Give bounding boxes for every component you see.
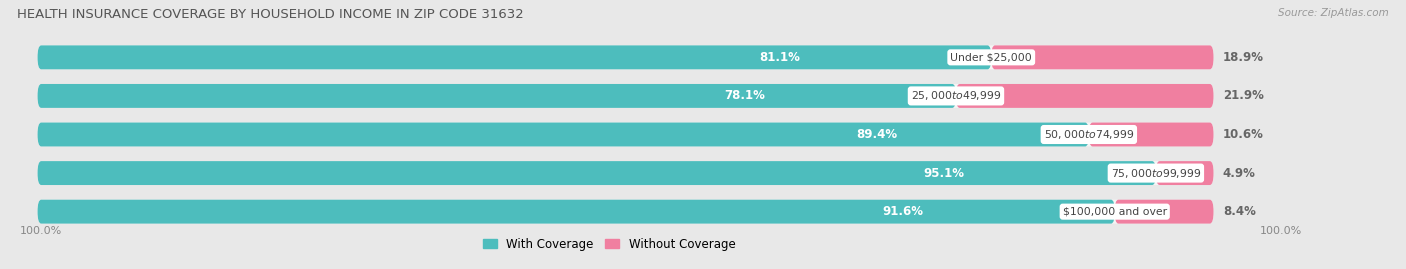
Text: 4.9%: 4.9% [1223, 167, 1256, 180]
Text: 100.0%: 100.0% [1260, 226, 1302, 236]
Text: $75,000 to $99,999: $75,000 to $99,999 [1111, 167, 1201, 180]
Text: 21.9%: 21.9% [1223, 89, 1264, 102]
Text: 8.4%: 8.4% [1223, 205, 1256, 218]
FancyBboxPatch shape [1156, 161, 1213, 185]
Text: 78.1%: 78.1% [724, 89, 765, 102]
Text: 89.4%: 89.4% [856, 128, 898, 141]
Text: 95.1%: 95.1% [924, 167, 965, 180]
Text: $100,000 and over: $100,000 and over [1063, 207, 1167, 217]
FancyBboxPatch shape [38, 200, 1115, 224]
FancyBboxPatch shape [38, 161, 1156, 185]
FancyBboxPatch shape [38, 161, 1213, 185]
Text: 81.1%: 81.1% [759, 51, 800, 64]
Text: 100.0%: 100.0% [20, 226, 62, 236]
Text: $25,000 to $49,999: $25,000 to $49,999 [911, 89, 1001, 102]
FancyBboxPatch shape [38, 45, 1213, 69]
FancyBboxPatch shape [38, 84, 956, 108]
FancyBboxPatch shape [38, 123, 1088, 146]
Text: $50,000 to $74,999: $50,000 to $74,999 [1043, 128, 1135, 141]
FancyBboxPatch shape [38, 200, 1213, 224]
FancyBboxPatch shape [38, 123, 1213, 146]
FancyBboxPatch shape [991, 45, 1213, 69]
Legend: With Coverage, Without Coverage: With Coverage, Without Coverage [478, 233, 741, 255]
Text: Source: ZipAtlas.com: Source: ZipAtlas.com [1278, 8, 1389, 18]
Text: 10.6%: 10.6% [1223, 128, 1264, 141]
FancyBboxPatch shape [38, 45, 991, 69]
Text: 18.9%: 18.9% [1223, 51, 1264, 64]
FancyBboxPatch shape [38, 84, 1213, 108]
Text: Under $25,000: Under $25,000 [950, 52, 1032, 62]
Text: 91.6%: 91.6% [883, 205, 924, 218]
FancyBboxPatch shape [1115, 200, 1213, 224]
Text: HEALTH INSURANCE COVERAGE BY HOUSEHOLD INCOME IN ZIP CODE 31632: HEALTH INSURANCE COVERAGE BY HOUSEHOLD I… [17, 8, 523, 21]
FancyBboxPatch shape [1088, 123, 1213, 146]
FancyBboxPatch shape [956, 84, 1213, 108]
